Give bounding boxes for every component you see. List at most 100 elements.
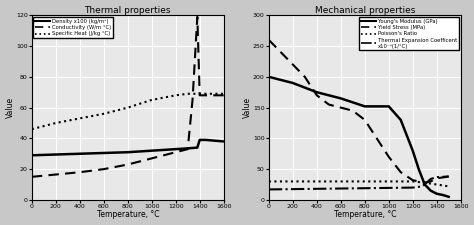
Specific Heat (J/kg °C) [197,92,202,95]
Yield Stress (MPa) [266,39,272,41]
Young's Modulus (GPa) [338,97,344,100]
Yield Stress (MPa) [410,179,416,182]
Yield Stress (MPa) [302,76,308,78]
Poisson's Ratio [422,181,428,184]
Density x100 (kg/m³) [29,154,35,157]
Young's Modulus (GPa) [410,149,416,152]
Thermal Expansion Coefficent
x10⁻⁵(1/°C) [266,188,272,191]
Specific Heat (J/kg °C) [125,106,131,109]
Density x100 (kg/m³) [221,140,227,143]
Thermal Expansion Coefficent
x10⁻⁵(1/°C) [410,186,416,189]
Young's Modulus (GPa) [440,194,446,196]
Line: Density x100 (kg/m³): Density x100 (kg/m³) [32,140,224,155]
Poisson's Ratio [362,180,368,183]
Young's Modulus (GPa) [416,168,421,171]
Yield Stress (MPa) [290,63,296,66]
Conductivity (W/m °C) [125,163,131,166]
Conductivity (W/m °C) [173,151,179,153]
Poisson's Ratio [446,185,452,188]
Conductivity (W/m °C) [53,173,59,176]
Thermal Expansion Coefficent
x10⁻⁵(1/°C) [434,176,439,178]
Poisson's Ratio [434,183,439,186]
Young's Modulus (GPa) [428,189,434,192]
Young's Modulus (GPa) [290,82,296,84]
Y-axis label: Value: Value [243,97,252,118]
Line: Poisson's Ratio: Poisson's Ratio [269,181,449,186]
Yield Stress (MPa) [326,103,332,106]
Yield Stress (MPa) [314,94,319,97]
Conductivity (W/m °C) [29,176,35,178]
Young's Modulus (GPa) [398,119,403,121]
X-axis label: Temperature, °C: Temperature, °C [97,210,159,219]
Density x100 (kg/m³) [197,139,202,141]
Y-axis label: Value: Value [6,97,15,118]
Yield Stress (MPa) [428,180,434,183]
Young's Modulus (GPa) [314,91,319,94]
Density x100 (kg/m³) [173,148,179,151]
Thermal Expansion Coefficent
x10⁻⁵(1/°C) [446,175,452,178]
Young's Modulus (GPa) [434,192,439,195]
Conductivity (W/m °C) [101,168,107,171]
Yield Stress (MPa) [422,181,428,184]
Conductivity (W/m °C) [190,99,195,101]
Thermal Expansion Coefficent
x10⁻⁵(1/°C) [314,187,319,190]
Density x100 (kg/m³) [203,139,209,141]
Conductivity (W/m °C) [197,94,202,97]
Yield Stress (MPa) [362,119,368,121]
Yield Stress (MPa) [434,177,439,180]
Thermal Expansion Coefficent
x10⁻⁵(1/°C) [428,178,434,180]
Conductivity (W/m °C) [203,94,209,97]
Specific Heat (J/kg °C) [185,92,191,95]
Yield Stress (MPa) [338,106,344,109]
Young's Modulus (GPa) [422,183,428,186]
Thermal Expansion Coefficent
x10⁻⁵(1/°C) [386,187,392,189]
Specific Heat (J/kg °C) [221,92,227,95]
Thermal Expansion Coefficent
x10⁻⁵(1/°C) [338,187,344,190]
Young's Modulus (GPa) [386,105,392,108]
Density x100 (kg/m³) [125,151,131,153]
Poisson's Ratio [410,180,416,183]
Line: Specific Heat (J/kg °C): Specific Heat (J/kg °C) [32,94,224,129]
Yield Stress (MPa) [398,171,403,173]
Yield Stress (MPa) [350,109,356,112]
Title: Mechanical properties: Mechanical properties [315,6,415,15]
Density x100 (kg/m³) [101,152,107,154]
Thermal Expansion Coefficent
x10⁻⁵(1/°C) [290,188,296,191]
Title: Thermal properties: Thermal properties [84,6,171,15]
Specific Heat (J/kg °C) [53,122,59,124]
Conductivity (W/m °C) [149,157,155,160]
Young's Modulus (GPa) [266,76,272,78]
Conductivity (W/m °C) [194,16,200,18]
Specific Heat (J/kg °C) [101,112,107,115]
Conductivity (W/m °C) [185,148,191,151]
Conductivity (W/m °C) [77,171,82,173]
Density x100 (kg/m³) [194,146,200,149]
Density x100 (kg/m³) [53,153,59,156]
Poisson's Ratio [314,180,319,183]
Density x100 (kg/m³) [149,149,155,152]
Specific Heat (J/kg °C) [29,128,35,130]
Specific Heat (J/kg °C) [173,94,179,97]
Yield Stress (MPa) [416,180,421,183]
X-axis label: Temperature, °C: Temperature, °C [334,210,396,219]
Young's Modulus (GPa) [446,196,452,198]
Poisson's Ratio [266,180,272,183]
Young's Modulus (GPa) [362,105,368,108]
Yield Stress (MPa) [446,175,452,178]
Legend: Young's Modulus (GPa), Yield Stress (MPa), Poisson's Ratio, Thermal Expansion Co: Young's Modulus (GPa), Yield Stress (MPa… [359,17,459,50]
Yield Stress (MPa) [386,155,392,158]
Line: Young's Modulus (GPa): Young's Modulus (GPa) [269,77,449,197]
Legend: Density x100 (kg/m³), Conductivity (W/m °C), Specific Heat (J/kg °C): Density x100 (kg/m³), Conductivity (W/m … [34,17,113,38]
Line: Conductivity (W/m °C): Conductivity (W/m °C) [32,17,224,177]
Line: Thermal Expansion Coefficent
x10⁻⁵(1/°C): Thermal Expansion Coefficent x10⁻⁵(1/°C) [269,176,449,189]
Yield Stress (MPa) [374,137,380,140]
Density x100 (kg/m³) [185,147,191,150]
Specific Heat (J/kg °C) [149,99,155,101]
Yield Stress (MPa) [278,51,284,54]
Conductivity (W/m °C) [221,94,227,97]
Thermal Expansion Coefficent
x10⁻⁵(1/°C) [419,185,425,188]
Line: Yield Stress (MPa): Yield Stress (MPa) [269,40,449,183]
Density x100 (kg/m³) [77,152,82,155]
Specific Heat (J/kg °C) [77,117,82,120]
Thermal Expansion Coefficent
x10⁻⁵(1/°C) [362,187,368,189]
